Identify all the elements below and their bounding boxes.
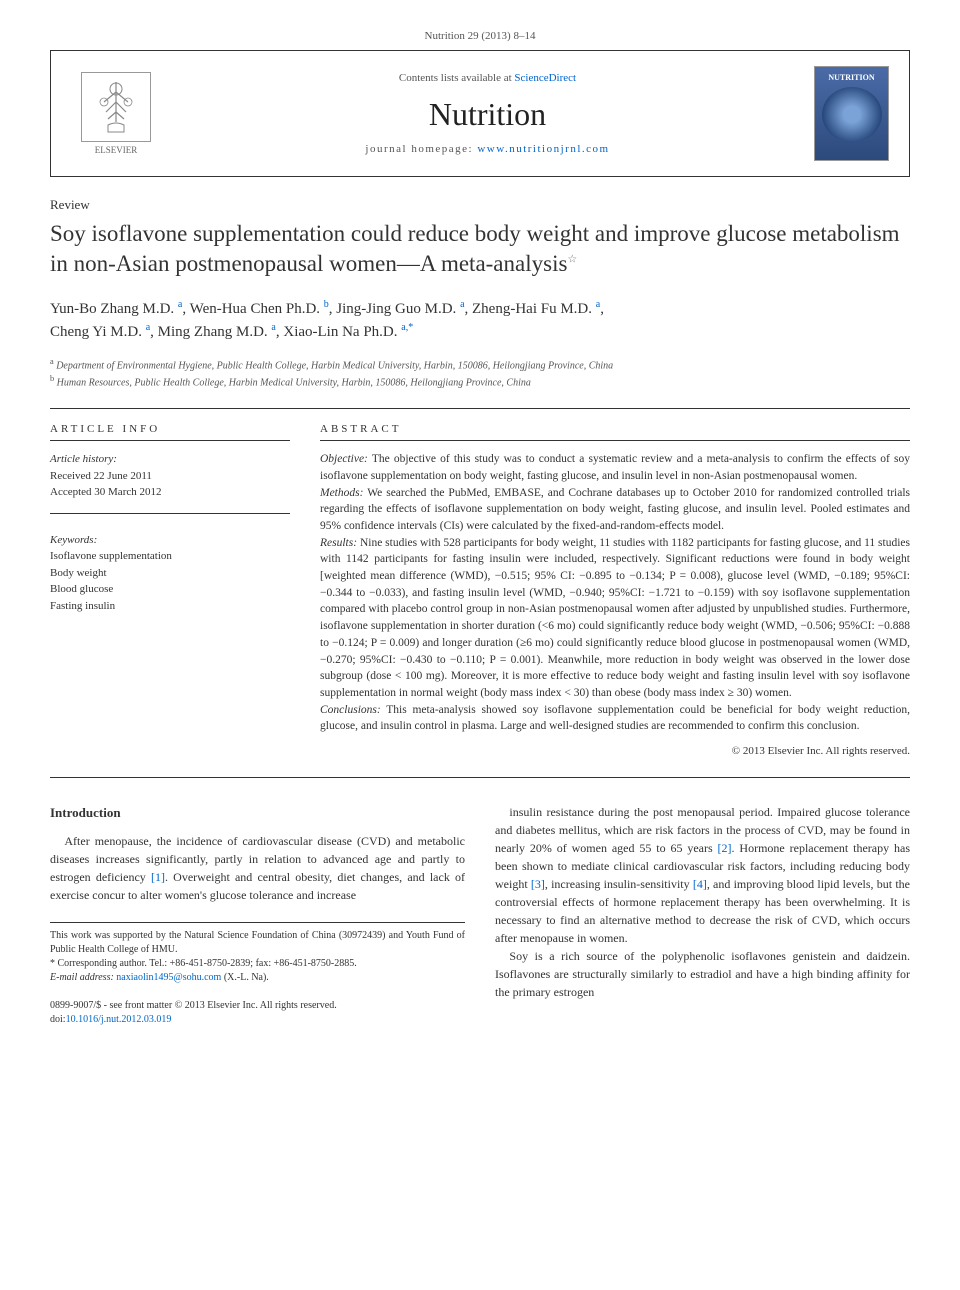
article-info-column: ARTICLE INFO Article history: Received 2… — [50, 423, 290, 756]
page-container: Nutrition 29 (2013) 8–14 ELSEVIER Cont — [0, 0, 960, 1057]
journal-cover-thumb[interactable]: NUTRITION — [814, 66, 889, 161]
abstract-objective: The objective of this study was to condu… — [320, 453, 910, 482]
doi-link[interactable]: 10.1016/j.nut.2012.03.019 — [66, 1014, 172, 1025]
keyword: Fasting insulin — [50, 600, 115, 612]
corresponding-author: * Corresponding author. Tel.: +86-451-87… — [50, 957, 465, 971]
doi-line: doi:10.1016/j.nut.2012.03.019 — [50, 1013, 465, 1027]
abstract-methods: We searched the PubMed, EMBASE, and Coch… — [320, 487, 910, 532]
author: Wen-Hua Chen Ph.D. b — [190, 301, 329, 317]
homepage-line: journal homepage: www.nutritionjrnl.com — [171, 143, 804, 155]
keyword: Isoflavone supplementation — [50, 550, 172, 562]
accepted-date: Accepted 30 March 2012 — [50, 486, 162, 498]
affiliation: b Human Resources, Public Health College… — [50, 373, 910, 390]
copyright-line: © 2013 Elsevier Inc. All rights reserved… — [320, 745, 910, 757]
author: Yun-Bo Zhang M.D. a — [50, 301, 182, 317]
elsevier-tree-icon — [81, 72, 151, 142]
divider — [50, 777, 910, 778]
email-link[interactable]: naxiaolin1495@sohu.com — [116, 972, 221, 983]
citation-line: Nutrition 29 (2013) 8–14 — [50, 30, 910, 42]
keywords-block: Keywords: Isoflavone supplementation Bod… — [50, 532, 290, 615]
history-block: Article history: Received 22 June 2011 A… — [50, 451, 290, 514]
abstract-methods-label: Methods: — [320, 487, 363, 499]
intro-heading: Introduction — [50, 803, 465, 823]
article-type: Review — [50, 197, 910, 213]
abstract-conclusions: This meta-analysis showed soy isoflavone… — [320, 704, 910, 733]
title-text: Soy isoflavone supplementation could red… — [50, 221, 900, 276]
doi-label: doi: — [50, 1014, 66, 1025]
email-suffix: (X.-L. Na). — [221, 972, 268, 983]
abstract-heading: ABSTRACT — [320, 423, 910, 441]
body-paragraph: Soy is a rich source of the polyphenolic… — [495, 947, 910, 1001]
journal-header: ELSEVIER Contents lists available at Sci… — [50, 50, 910, 177]
journal-title: Nutrition — [171, 96, 804, 133]
author: Ming Zhang M.D. a — [158, 324, 276, 340]
homepage-prefix: journal homepage: — [365, 143, 477, 155]
issn-line: 0899-9007/$ - see front matter © 2013 El… — [50, 999, 465, 1013]
author: Xiao-Lin Na Ph.D. a,* — [283, 324, 413, 340]
abstract-objective-label: Objective: — [320, 453, 368, 465]
email-line: E-mail address: naxiaolin1495@sohu.com (… — [50, 971, 465, 985]
body-paragraph: insulin resistance during the post menop… — [495, 803, 910, 947]
abstract-conclusions-label: Conclusions: — [320, 704, 381, 716]
author: Zheng-Hai Fu M.D. a — [472, 301, 600, 317]
keyword: Body weight — [50, 567, 107, 579]
header-center: Contents lists available at ScienceDirec… — [161, 72, 814, 155]
meta-row: ARTICLE INFO Article history: Received 2… — [50, 423, 910, 756]
keyword: Blood glucose — [50, 583, 113, 595]
received-date: Received 22 June 2011 — [50, 470, 152, 482]
body-paragraph: After menopause, the incidence of cardio… — [50, 832, 465, 904]
email-label: E-mail address: — [50, 972, 116, 983]
sciencedirect-link[interactable]: ScienceDirect — [514, 72, 576, 84]
history-label: Article history: — [50, 453, 117, 465]
footnote-block: This work was supported by the Natural S… — [50, 922, 465, 985]
publisher-logo[interactable]: ELSEVIER — [71, 72, 161, 155]
abstract-body: Objective: The objective of this study w… — [320, 451, 910, 734]
cover-graphic-icon — [822, 87, 882, 142]
author: Jing-Jing Guo M.D. a — [336, 301, 464, 317]
body-column-left: Introduction After menopause, the incide… — [50, 803, 465, 1028]
article-title: Soy isoflavone supplementation could red… — [50, 219, 910, 279]
page-footer: 0899-9007/$ - see front matter © 2013 El… — [50, 999, 465, 1027]
author-list: Yun-Bo Zhang M.D. a, Wen-Hua Chen Ph.D. … — [50, 297, 910, 344]
contents-prefix: Contents lists available at — [399, 72, 514, 84]
abstract-results: Nine studies with 528 participants for b… — [320, 537, 910, 699]
body-column-right: insulin resistance during the post menop… — [495, 803, 910, 1028]
title-footnote-star-icon: ☆ — [567, 253, 577, 265]
homepage-link[interactable]: www.nutritionjrnl.com — [477, 143, 609, 155]
publisher-name: ELSEVIER — [95, 145, 138, 155]
header-inner: ELSEVIER Contents lists available at Sci… — [51, 51, 909, 176]
funding-footnote: This work was supported by the Natural S… — [50, 929, 465, 957]
article-info-heading: ARTICLE INFO — [50, 423, 290, 441]
abstract-column: ABSTRACT Objective: The objective of thi… — [320, 423, 910, 756]
body-columns: Introduction After menopause, the incide… — [50, 803, 910, 1028]
keywords-label: Keywords: — [50, 532, 290, 549]
cover-label: NUTRITION — [828, 73, 874, 82]
contents-list-line: Contents lists available at ScienceDirec… — [171, 72, 804, 84]
affiliations: a Department of Environmental Hygiene, P… — [50, 356, 910, 391]
divider — [50, 408, 910, 409]
author: Cheng Yi M.D. a — [50, 324, 150, 340]
affiliation: a Department of Environmental Hygiene, P… — [50, 356, 910, 373]
abstract-results-label: Results: — [320, 537, 357, 549]
